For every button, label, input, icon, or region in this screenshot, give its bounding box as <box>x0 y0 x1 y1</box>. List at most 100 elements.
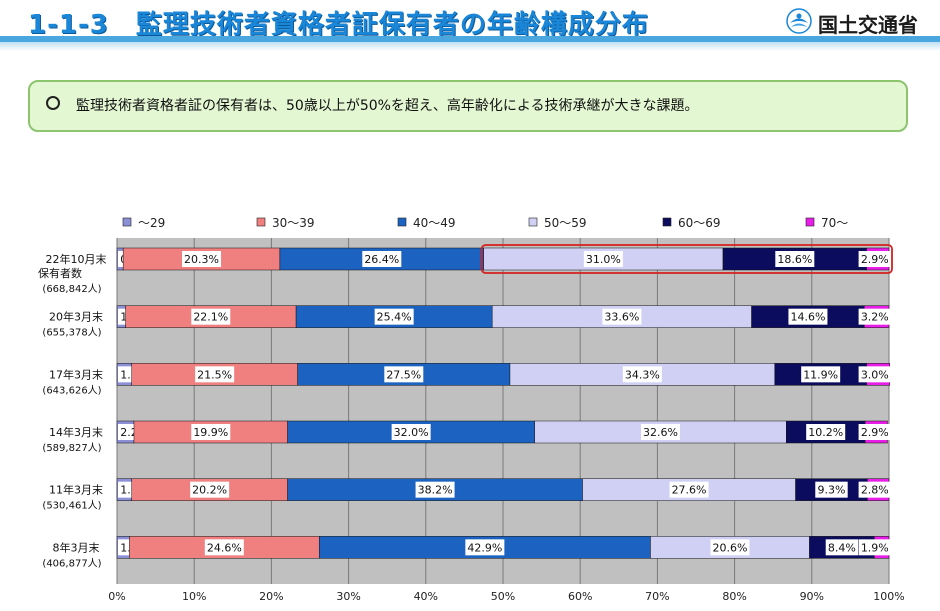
category-count: (406,877人) <box>42 557 101 569</box>
mlit-logo-icon <box>786 8 812 34</box>
data-label-bg <box>788 308 828 325</box>
data-label-bg <box>801 366 841 383</box>
summary-text: 監理技術者資格者証の保有者は、50歳以上が50%を超え、高年齢化による技術承継が… <box>76 98 699 114</box>
legend-label: 50～59 <box>544 216 587 230</box>
data-label-bg <box>858 308 891 325</box>
header: 1-1-3 監理技術者資格者証保有者の年齢構成分布 国土交通省 <box>0 0 940 52</box>
data-label: 20.2% <box>192 484 227 497</box>
data-label-bg <box>415 481 455 498</box>
data-label-bg <box>858 539 891 556</box>
data-label-bg <box>182 251 222 267</box>
category-label: 14年3月末 <box>49 425 103 439</box>
category-label: 17年3月末 <box>49 367 103 381</box>
legend-swatch <box>122 217 132 227</box>
legend-swatch <box>528 217 538 227</box>
data-label-bg <box>191 424 231 440</box>
legend-label: 60～69 <box>678 216 721 230</box>
data-label: 26.4% <box>364 253 399 266</box>
data-label: 31.0% <box>586 253 621 266</box>
data-label: 42.9% <box>467 541 502 554</box>
category-count: (589,827人) <box>42 442 101 454</box>
data-label: 11.9% <box>803 368 838 381</box>
summary-box: 監理技術者資格者証の保有者は、50歳以上が50%を超え、高年齢化による技術承継が… <box>28 80 908 132</box>
data-label: 2.9% <box>861 253 889 266</box>
data-label-bg <box>190 481 230 498</box>
highlight-frame <box>480 244 893 274</box>
x-tick-label: 80% <box>722 590 746 603</box>
page-title: 1-1-3 監理技術者資格者証保有者の年齢構成分布 <box>28 10 649 40</box>
legend-label: ～29 <box>138 216 165 230</box>
legend-label: 30～39 <box>272 216 315 230</box>
x-tick-label: 60% <box>568 590 592 603</box>
x-tick-label: 10% <box>182 590 206 603</box>
data-label: 2.9% <box>861 426 889 439</box>
data-label-bg <box>602 308 642 325</box>
x-tick-label: 90% <box>800 590 824 603</box>
data-label: 3.0% <box>861 368 889 381</box>
logo[interactable]: 国土交通省 <box>786 6 936 37</box>
data-label-bg <box>622 366 662 383</box>
data-label: 10.2% <box>808 426 843 439</box>
x-tick-label: 40% <box>414 590 438 603</box>
header-stripe <box>0 36 940 42</box>
data-label-bg <box>806 424 846 440</box>
data-label: 14.6% <box>790 311 825 324</box>
data-label: 9.3% <box>818 484 846 497</box>
circle-bullet-icon <box>46 96 60 110</box>
data-label-bg <box>669 481 709 498</box>
age-distribution-chart: 0% 10% 20% 30% 40% 50% 60% 70% 80% 90% 100% ～29 30～3… <box>38 216 905 603</box>
x-tick-label: 0% <box>108 590 125 603</box>
data-label: 20.3% <box>184 253 219 266</box>
data-label: 27.6% <box>672 484 707 497</box>
data-label: 27.5% <box>386 368 421 381</box>
data-label: 22.1% <box>193 311 228 324</box>
data-label-bg <box>858 366 891 383</box>
data-label: 32.6% <box>643 426 678 439</box>
legend-swatch <box>397 217 407 227</box>
data-label-bg <box>191 308 231 325</box>
header-stripe-fade <box>0 42 940 51</box>
data-label-bg <box>583 251 623 267</box>
category-count: (530,461人) <box>42 500 101 512</box>
data-label: 20.6% <box>712 541 747 554</box>
category-count: (668,842人) <box>42 283 101 295</box>
data-label-bg <box>815 481 848 498</box>
data-label-bg <box>391 424 431 440</box>
data-label-bg <box>775 251 815 267</box>
data-label: 34.3% <box>625 368 660 381</box>
data-label: 33.6% <box>604 311 639 324</box>
category-label: 22年10月末 <box>46 252 107 266</box>
data-label: 1.9% <box>861 541 889 554</box>
data-label-bg <box>858 424 891 440</box>
data-label: 32.0% <box>394 426 429 439</box>
category-count: (643,626人) <box>42 384 101 396</box>
logo-text: 国土交通省 <box>818 13 918 37</box>
data-label: 25.4% <box>377 311 412 324</box>
data-label-bg <box>374 308 414 325</box>
data-label-bg <box>204 539 244 556</box>
legend-swatch <box>805 217 815 227</box>
data-label-bg <box>362 251 402 267</box>
data-label: 18.6% <box>777 253 812 266</box>
x-tick-label: 20% <box>259 590 283 603</box>
legend-swatch <box>662 217 672 227</box>
data-label: 2.8% <box>861 484 889 497</box>
x-tick-label: 100% <box>873 590 904 603</box>
data-label: 3.2% <box>861 311 889 324</box>
data-label-bg <box>640 424 680 440</box>
data-label: 38.2% <box>418 484 453 497</box>
data-label: 19.9% <box>193 426 228 439</box>
data-label: 8.4% <box>828 541 856 554</box>
x-tick-label: 70% <box>645 590 669 603</box>
legend-label: 40～49 <box>413 216 456 230</box>
category-count: (655,378人) <box>42 327 101 339</box>
data-label-bg <box>858 251 891 267</box>
category-label: 8年3月末 <box>53 540 100 554</box>
x-tick-label: 50% <box>491 590 515 603</box>
data-label-bg <box>710 539 750 556</box>
data-label-bg <box>195 366 235 383</box>
legend-label: 70～ <box>821 216 848 230</box>
x-tick-label: 30% <box>336 590 360 603</box>
data-label: 24.6% <box>207 541 242 554</box>
category-label: 11年3月末 <box>49 483 103 497</box>
